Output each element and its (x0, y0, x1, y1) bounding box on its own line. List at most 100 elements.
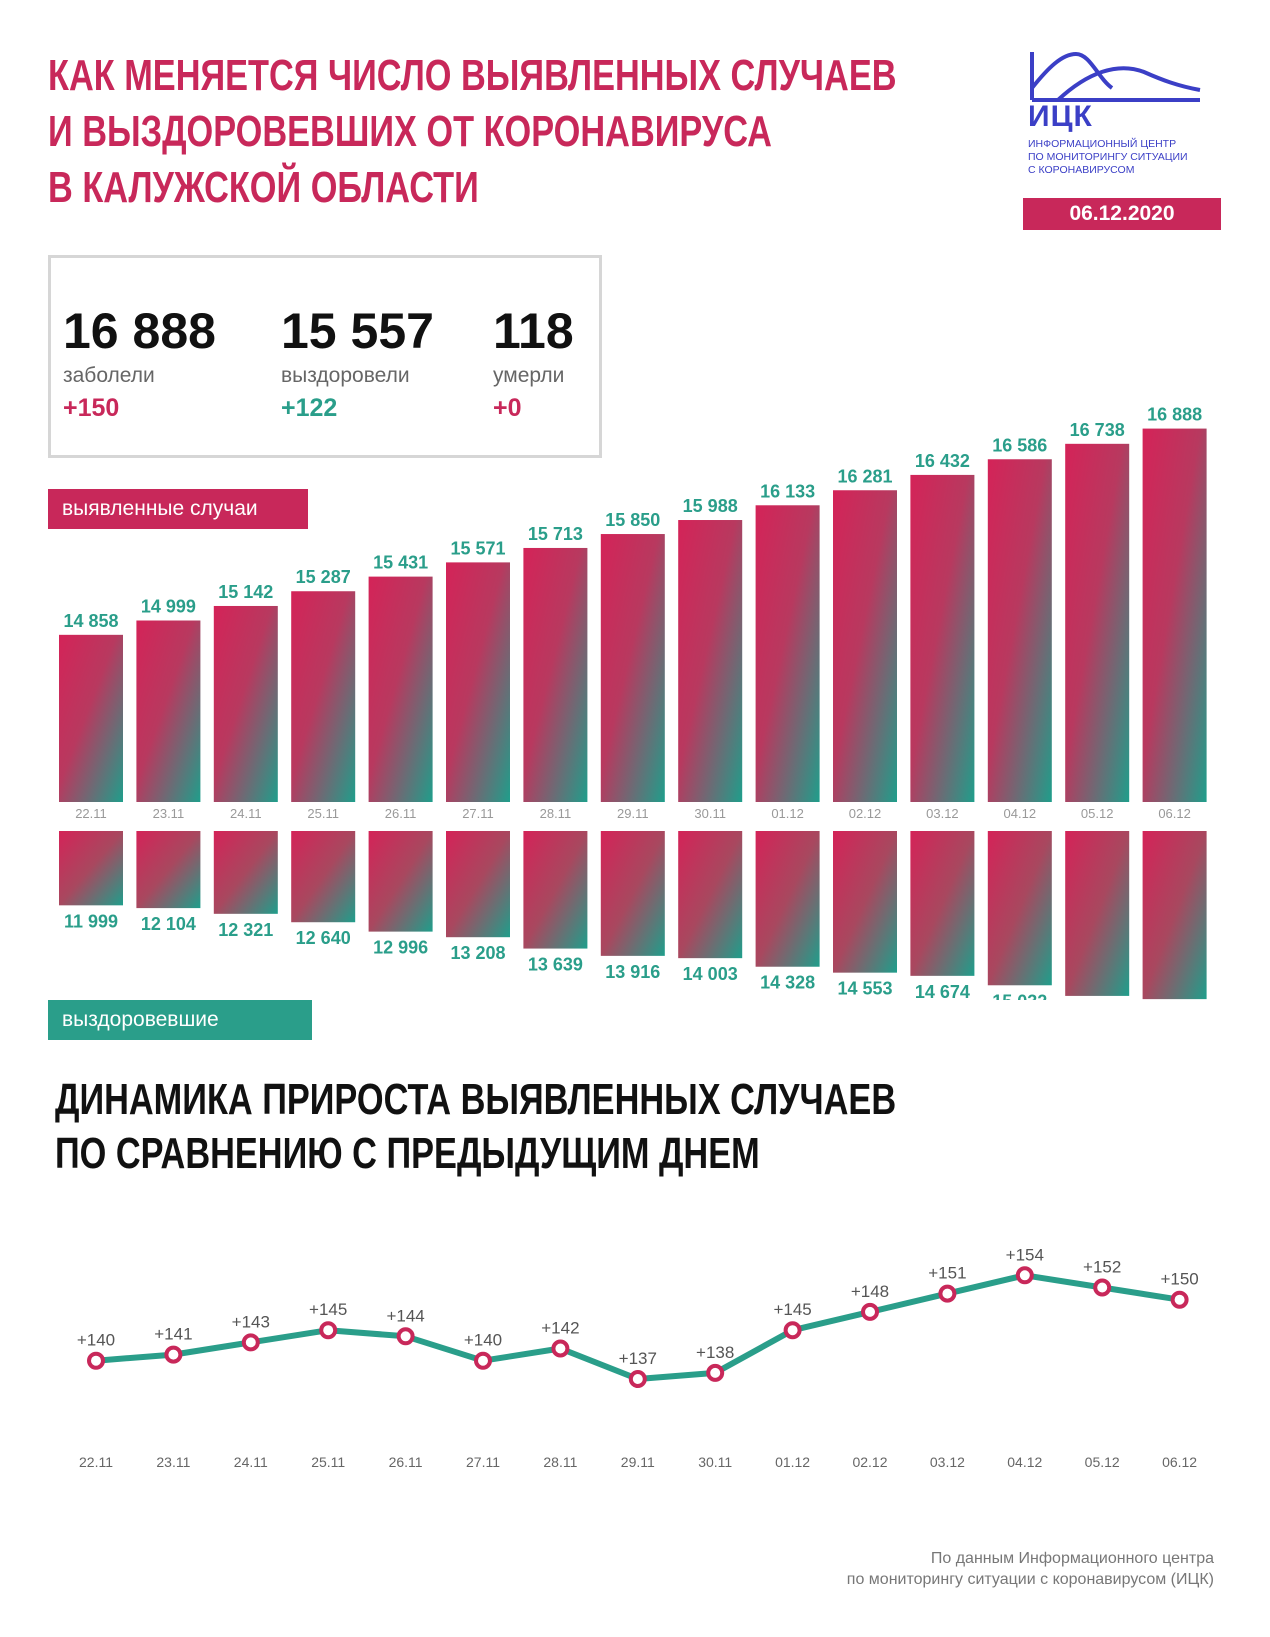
cases-bar (910, 474, 975, 802)
logo-name: ИЦК (1028, 100, 1093, 133)
line-x-tick-label: 03.12 (930, 1454, 965, 1470)
recovered-value-label: 14 003 (683, 964, 738, 984)
logo-subtitle-line: ИНФОРМАЦИОННЫЙ ЦЕНТР (1028, 138, 1177, 150)
increase-value-label: +142 (541, 1319, 579, 1338)
recovered-value-label: 14 553 (837, 979, 892, 999)
bar-date-label: 28.11 (540, 806, 572, 821)
subtitle-line: ДИНАМИКА ПРИРОСТА ВЫЯВЛЕННЫХ СЛУЧАЕВ (55, 1075, 897, 1124)
increase-value-label: +145 (773, 1300, 811, 1319)
cases-value-label: 15 850 (605, 510, 660, 530)
cases-value-label: 14 999 (141, 597, 196, 617)
stat-deaths-delta: +0 (493, 394, 522, 422)
line-x-tick-label: 22.11 (79, 1454, 113, 1470)
stat-cases: 16 888 заболели +150 (63, 304, 216, 423)
bar-date-label: 23.11 (153, 806, 185, 821)
date-badge: 06.12.2020 (1023, 198, 1221, 230)
bar-date-label: 25.11 (307, 806, 339, 821)
logo-wave-icon (1030, 51, 1201, 102)
increase-value-label: +141 (154, 1325, 192, 1344)
line-x-tick-label: 06.12 (1162, 1454, 1197, 1470)
cases-bar (755, 505, 820, 802)
line-x-tick-label: 26.11 (389, 1454, 423, 1470)
line-x-tick-label: 02.12 (852, 1454, 887, 1470)
increase-value-label: +152 (1083, 1258, 1121, 1277)
increase-value-label: +154 (1006, 1245, 1044, 1264)
line-x-tick-label: 27.11 (466, 1454, 500, 1470)
line-x-tick-label: 30.11 (698, 1454, 732, 1470)
increase-point (396, 1327, 415, 1346)
bar-date-label: 26.11 (385, 806, 417, 821)
increase-value-label: +144 (386, 1306, 424, 1325)
increase-point (551, 1339, 570, 1358)
line-x-tick-label: 01.12 (775, 1454, 810, 1470)
cases-value-label: 16 281 (837, 466, 892, 486)
increase-point (1015, 1266, 1034, 1285)
recovered-value-label: 13 639 (528, 955, 583, 975)
line-x-tick-label: 29.11 (621, 1454, 655, 1470)
line-chart-title: ДИНАМИКА ПРИРОСТА ВЫЯВЛЕННЫХ СЛУЧАЕВ ПО … (55, 1073, 897, 1181)
cases-bar (523, 547, 588, 802)
line-x-tick-label: 24.11 (234, 1454, 268, 1470)
bar-date-label: 22.11 (75, 806, 107, 821)
bar-date-label: 30.11 (694, 806, 726, 821)
source-note: По данным Информационного центра по мони… (714, 1548, 1214, 1590)
stat-recovered: 15 557 выздоровели +122 (281, 304, 434, 423)
cases-bar (833, 490, 897, 802)
stats-panel: 16 888 заболели +150 15 557 выздоровели … (48, 255, 602, 458)
increase-point (319, 1321, 338, 1340)
cases-value-label: 15 988 (683, 496, 738, 516)
recovered-bar (136, 831, 201, 909)
recovered-value-label: 14 328 (760, 973, 815, 993)
bar-date-label: 04.12 (1004, 806, 1037, 821)
logo: ИЦК ИНФОРМАЦИОННЫЙ ЦЕНТР ПО МОНИТОРИНГУ … (1028, 48, 1228, 177)
cases-value-label: 16 586 (992, 435, 1047, 455)
recovered-value-label: 14 674 (915, 982, 970, 1000)
cases-value-label: 16 133 (760, 481, 815, 501)
increase-value-label: +137 (619, 1349, 657, 1368)
recovered-bar (368, 831, 433, 932)
recovered-bar (59, 831, 123, 906)
cases-bar (136, 620, 201, 802)
increase-point (1093, 1278, 1112, 1297)
recovered-value-label: 11 999 (64, 911, 118, 931)
cases-value-label: 15 713 (528, 524, 583, 544)
bar-date-label: 27.11 (462, 806, 494, 821)
recovered-value-label: 12 321 (218, 920, 273, 940)
cases-value-label: 16 432 (915, 451, 970, 471)
cases-value-label: 16 738 (1070, 420, 1125, 440)
bar-date-label: 29.11 (617, 806, 649, 821)
recovered-bar (678, 831, 743, 959)
cases-bar (987, 459, 1052, 802)
bar-date-label: 03.12 (926, 806, 959, 821)
stat-deaths-label: умерли (493, 364, 565, 387)
title-line: И ВЫЗДОРОВЕВШИХ ОТ КОРОНАВИРУСА (48, 107, 772, 156)
cases-value-label: 16 888 (1147, 405, 1202, 425)
recovered-bar (1065, 831, 1130, 996)
cases-bar (291, 591, 356, 802)
increase-point (628, 1370, 647, 1388)
logo-subtitle-line: ПО МОНИТОРИНГУ СИТУАЦИИ (1028, 151, 1188, 163)
recovered-value-label: 13 208 (450, 943, 505, 963)
increase-point (87, 1351, 105, 1370)
increase-value-label: +145 (309, 1300, 347, 1319)
increase-value-label: +143 (232, 1312, 270, 1331)
increase-point (783, 1321, 802, 1340)
recovered-bar (446, 831, 510, 938)
line-x-tick-label: 23.11 (156, 1454, 190, 1470)
cases-value-label: 15 571 (450, 538, 505, 558)
recovered-value-label: 15 032 (992, 991, 1047, 1000)
stat-recovered-value: 15 557 (281, 303, 434, 359)
increase-value-label: +148 (851, 1282, 889, 1301)
stat-cases-delta: +150 (63, 394, 120, 422)
increase-point (164, 1345, 183, 1364)
line-x-tick-label: 04.12 (1007, 1454, 1042, 1470)
title-line: В КАЛУЖСКОЙ ОБЛАСТИ (48, 163, 479, 212)
stat-cases-value: 16 888 (63, 303, 216, 359)
recovered-bar (833, 831, 897, 973)
logo-subtitle: ИНФОРМАЦИОННЫЙ ЦЕНТР ПО МОНИТОРИНГУ СИТУ… (1028, 138, 1228, 177)
cases-recovered-bar-chart: 14 858 22.11 11 999 14 999 23.11 12 104 15 142… (59, 405, 1207, 1000)
increase-value-label: +140 (77, 1331, 115, 1350)
recovered-value-label: 12 996 (373, 938, 428, 958)
cases-bar (1142, 428, 1207, 802)
